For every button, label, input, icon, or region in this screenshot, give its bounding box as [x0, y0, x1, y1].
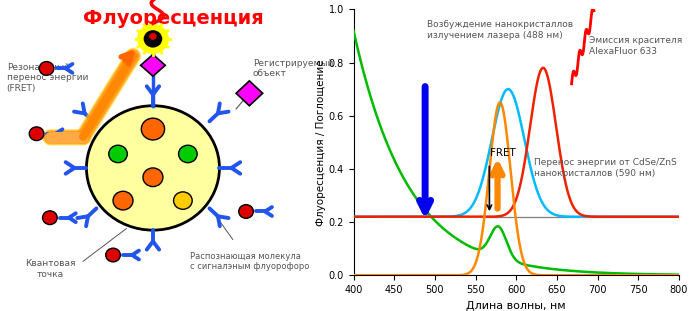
Y-axis label: Флуоресценция / Поглощение: Флуоресценция / Поглощение: [316, 59, 326, 225]
Polygon shape: [236, 81, 262, 106]
Text: Эмиссия красителя
AlexaFluor 633: Эмиссия красителя AlexaFluor 633: [589, 36, 682, 56]
Text: Резонансный
перенос энергии
(FRET): Резонансный перенос энергии (FRET): [7, 63, 88, 93]
Text: Регистрируемый
объект: Регистрируемый объект: [253, 59, 333, 78]
X-axis label: Длина волны, нм: Длина волны, нм: [466, 300, 566, 311]
Circle shape: [43, 211, 57, 225]
Circle shape: [39, 62, 54, 75]
Text: Распознающая молекула
с сигналэным флуорофоро: Распознающая молекула с сигналэным флуор…: [190, 252, 309, 271]
Text: FRET: FRET: [490, 148, 516, 158]
Circle shape: [29, 127, 44, 141]
Text: Возбуждение нанокристаллов
излучением лазера (488 нм): Возбуждение нанокристаллов излучением ла…: [427, 20, 573, 40]
Circle shape: [86, 106, 220, 230]
Circle shape: [143, 168, 163, 187]
Circle shape: [113, 191, 133, 210]
Polygon shape: [141, 54, 165, 76]
Circle shape: [144, 30, 162, 48]
Circle shape: [141, 118, 164, 140]
Circle shape: [148, 32, 158, 40]
Text: Квантовая
точка: Квантовая точка: [25, 259, 75, 279]
Circle shape: [239, 205, 253, 218]
Text: Перенос энергии от CdSe/ZnS
нанокристаллов (590 нм): Перенос энергии от CdSe/ZnS нанокристалл…: [534, 158, 677, 178]
Circle shape: [178, 145, 197, 163]
Circle shape: [108, 145, 127, 163]
Circle shape: [106, 248, 120, 262]
Text: Флуоресценция: Флуоресценция: [83, 9, 263, 28]
Circle shape: [174, 192, 192, 209]
Circle shape: [137, 24, 169, 54]
